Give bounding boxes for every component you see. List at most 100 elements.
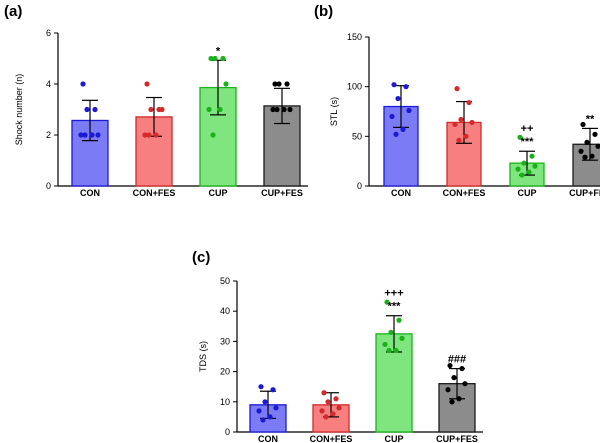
data-point [452,121,458,128]
data-point [144,81,150,87]
data-point [323,414,329,420]
data-point [592,131,598,137]
data-point [321,390,327,396]
data-point [260,417,266,423]
significance-label: +++ [384,288,403,300]
data-point [272,81,278,87]
data-point [399,335,405,341]
data-point [595,143,600,149]
significance-label: ++ [521,123,534,135]
data-point [532,163,538,169]
chart-panel-b: (b) STL (s) 0 50 100 150 CON CON+FES CUP ***++ CUP… [314,3,600,198]
data-point [451,375,457,381]
x-category-label: CUP [517,188,536,198]
y-axis-title: STL (s) [329,97,339,126]
data-point [89,132,95,138]
y-tick-label: 50 [352,131,362,141]
data-point [393,347,399,354]
data-point [146,132,152,138]
data-point [456,137,462,143]
y-tick-label: 0 [225,427,230,437]
x-category-label: CON+FES [310,434,353,443]
significance-label: ** [586,113,595,125]
chart-panel-a: (a) Shock number (n) 0 2 4 6 CON CON+FES CUP * CUP… [4,3,308,198]
data-point [270,106,276,113]
significance-label: *** [521,136,535,148]
data-point [447,362,453,369]
data-point [270,387,276,393]
bar-cup-fes [572,143,600,187]
data-point [463,133,469,139]
data-point [78,132,84,138]
data-point [274,106,280,113]
x-category-label: CON [80,188,100,198]
data-point [95,132,101,138]
data-point [267,414,273,420]
data-point [276,81,282,87]
data-point [469,119,475,126]
y-axis-title: Shock number (n) [14,74,24,146]
y-tick-label: 4 [46,79,51,89]
y-tick-label: 100 [347,82,362,92]
significance-label: *** [388,301,402,313]
panel-label: (a) [4,3,22,20]
y-tick-label: 0 [46,181,51,191]
data-point [580,121,586,128]
data-point [456,396,462,402]
y-tick-label: 6 [46,28,51,38]
data-point [142,132,148,138]
data-point [589,153,595,159]
data-point [517,134,523,140]
x-category-label: CON [258,434,278,443]
data-point [319,408,325,414]
data-point [403,84,409,90]
data-point [582,154,588,160]
x-category-label: CUP+FES [261,188,303,198]
data-point [217,106,223,113]
data-point [258,384,264,390]
x-category-label: CON+FES [133,188,176,198]
chart-panel-c: (c) TDS (s) 0 10 20 30 40 50 CON CON+FES CUP ***+++… [192,249,483,443]
data-point [406,107,412,114]
data-point [223,81,229,87]
data-point [386,347,392,354]
data-point [462,381,468,387]
significance-label: * [216,45,221,57]
data-point [395,95,401,102]
data-point [208,55,214,62]
y-tick-label: 150 [347,32,362,42]
data-point [515,166,521,172]
data-point [393,131,399,137]
y-axis-title: TDS (s) [198,341,208,372]
data-point [584,139,590,145]
data-point [458,116,464,123]
x-category-label: CON+FES [443,188,486,198]
data-point [466,99,472,106]
data-point [336,405,342,411]
data-point [396,317,402,323]
data-point [80,81,86,87]
data-point [287,106,293,113]
x-category-label: CUP+FES [436,434,478,443]
data-point [388,329,394,335]
bar-cup [375,333,413,433]
panel-label: (c) [192,249,210,266]
data-point [212,55,218,62]
data-point [206,106,212,113]
data-point [578,148,584,154]
data-point [256,408,262,414]
data-point [400,126,406,132]
data-point [325,399,331,405]
y-tick-label: 10 [220,397,230,407]
data-point [391,82,397,88]
panel-label: (b) [314,3,333,20]
data-point [153,132,159,138]
data-point [159,106,165,113]
x-category-label: CUP [384,434,403,443]
data-point [333,396,339,402]
x-category-label: CON [391,188,411,198]
y-tick-label: 20 [220,367,230,377]
data-point [284,81,290,87]
y-tick-label: 30 [220,336,230,346]
